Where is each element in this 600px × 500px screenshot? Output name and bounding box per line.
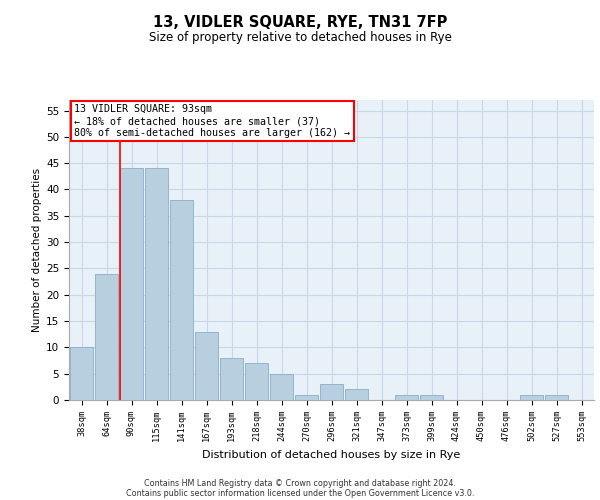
Text: 13, VIDLER SQUARE, RYE, TN31 7FP: 13, VIDLER SQUARE, RYE, TN31 7FP bbox=[153, 15, 447, 30]
Bar bbox=[119, 168, 143, 400]
Bar bbox=[245, 363, 268, 400]
Y-axis label: Number of detached properties: Number of detached properties bbox=[32, 168, 42, 332]
Text: Contains public sector information licensed under the Open Government Licence v3: Contains public sector information licen… bbox=[126, 488, 474, 498]
Text: Contains HM Land Registry data © Crown copyright and database right 2024.: Contains HM Land Registry data © Crown c… bbox=[144, 478, 456, 488]
X-axis label: Distribution of detached houses by size in Rye: Distribution of detached houses by size … bbox=[202, 450, 461, 460]
Bar bbox=[344, 390, 368, 400]
Text: Size of property relative to detached houses in Rye: Size of property relative to detached ho… bbox=[149, 31, 451, 44]
Bar bbox=[395, 394, 418, 400]
Bar bbox=[419, 394, 443, 400]
Bar bbox=[269, 374, 293, 400]
Bar bbox=[295, 394, 319, 400]
Bar bbox=[320, 384, 343, 400]
Bar bbox=[545, 394, 568, 400]
Bar bbox=[145, 168, 169, 400]
Bar bbox=[520, 394, 544, 400]
Bar bbox=[70, 348, 94, 400]
Bar bbox=[194, 332, 218, 400]
Bar bbox=[220, 358, 244, 400]
Text: 13 VIDLER SQUARE: 93sqm
← 18% of detached houses are smaller (37)
80% of semi-de: 13 VIDLER SQUARE: 93sqm ← 18% of detache… bbox=[74, 104, 350, 138]
Bar bbox=[95, 274, 118, 400]
Bar bbox=[170, 200, 193, 400]
